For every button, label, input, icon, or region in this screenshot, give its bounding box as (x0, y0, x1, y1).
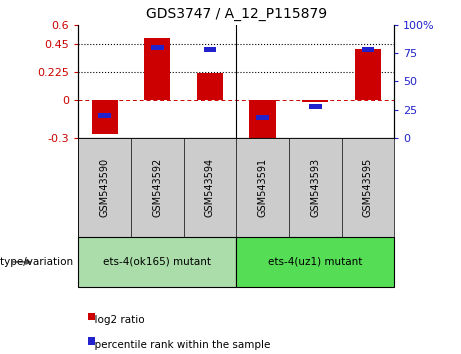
Bar (204, 47, 216, 52)
Bar (98, 113, 111, 118)
Bar (197, 73, 223, 100)
Bar (256, 115, 269, 120)
Bar (144, 38, 171, 100)
Bar (302, 100, 328, 102)
Bar (355, 49, 381, 100)
Bar (309, 104, 321, 109)
Text: GSM543592: GSM543592 (152, 158, 162, 217)
Text: GSM543590: GSM543590 (100, 158, 110, 217)
Bar (361, 47, 374, 52)
Text: GSM543594: GSM543594 (205, 158, 215, 217)
Text: GSM543593: GSM543593 (310, 158, 320, 217)
Bar (78, 237, 236, 287)
Text: ets-4(ok165) mutant: ets-4(ok165) mutant (103, 257, 211, 267)
Text: genotype/variation: genotype/variation (0, 257, 74, 267)
Bar (151, 45, 164, 50)
Text: ets-4(uz1) mutant: ets-4(uz1) mutant (268, 257, 362, 267)
Bar (249, 100, 276, 143)
Text: GSM543591: GSM543591 (258, 158, 267, 217)
Bar (236, 237, 394, 287)
Title: GDS3747 / A_12_P115879: GDS3747 / A_12_P115879 (146, 7, 327, 21)
Bar (92, 100, 118, 134)
Text: percentile rank within the sample: percentile rank within the sample (88, 340, 270, 350)
Text: log2 ratio: log2 ratio (88, 315, 144, 325)
Text: GSM543595: GSM543595 (363, 158, 373, 217)
